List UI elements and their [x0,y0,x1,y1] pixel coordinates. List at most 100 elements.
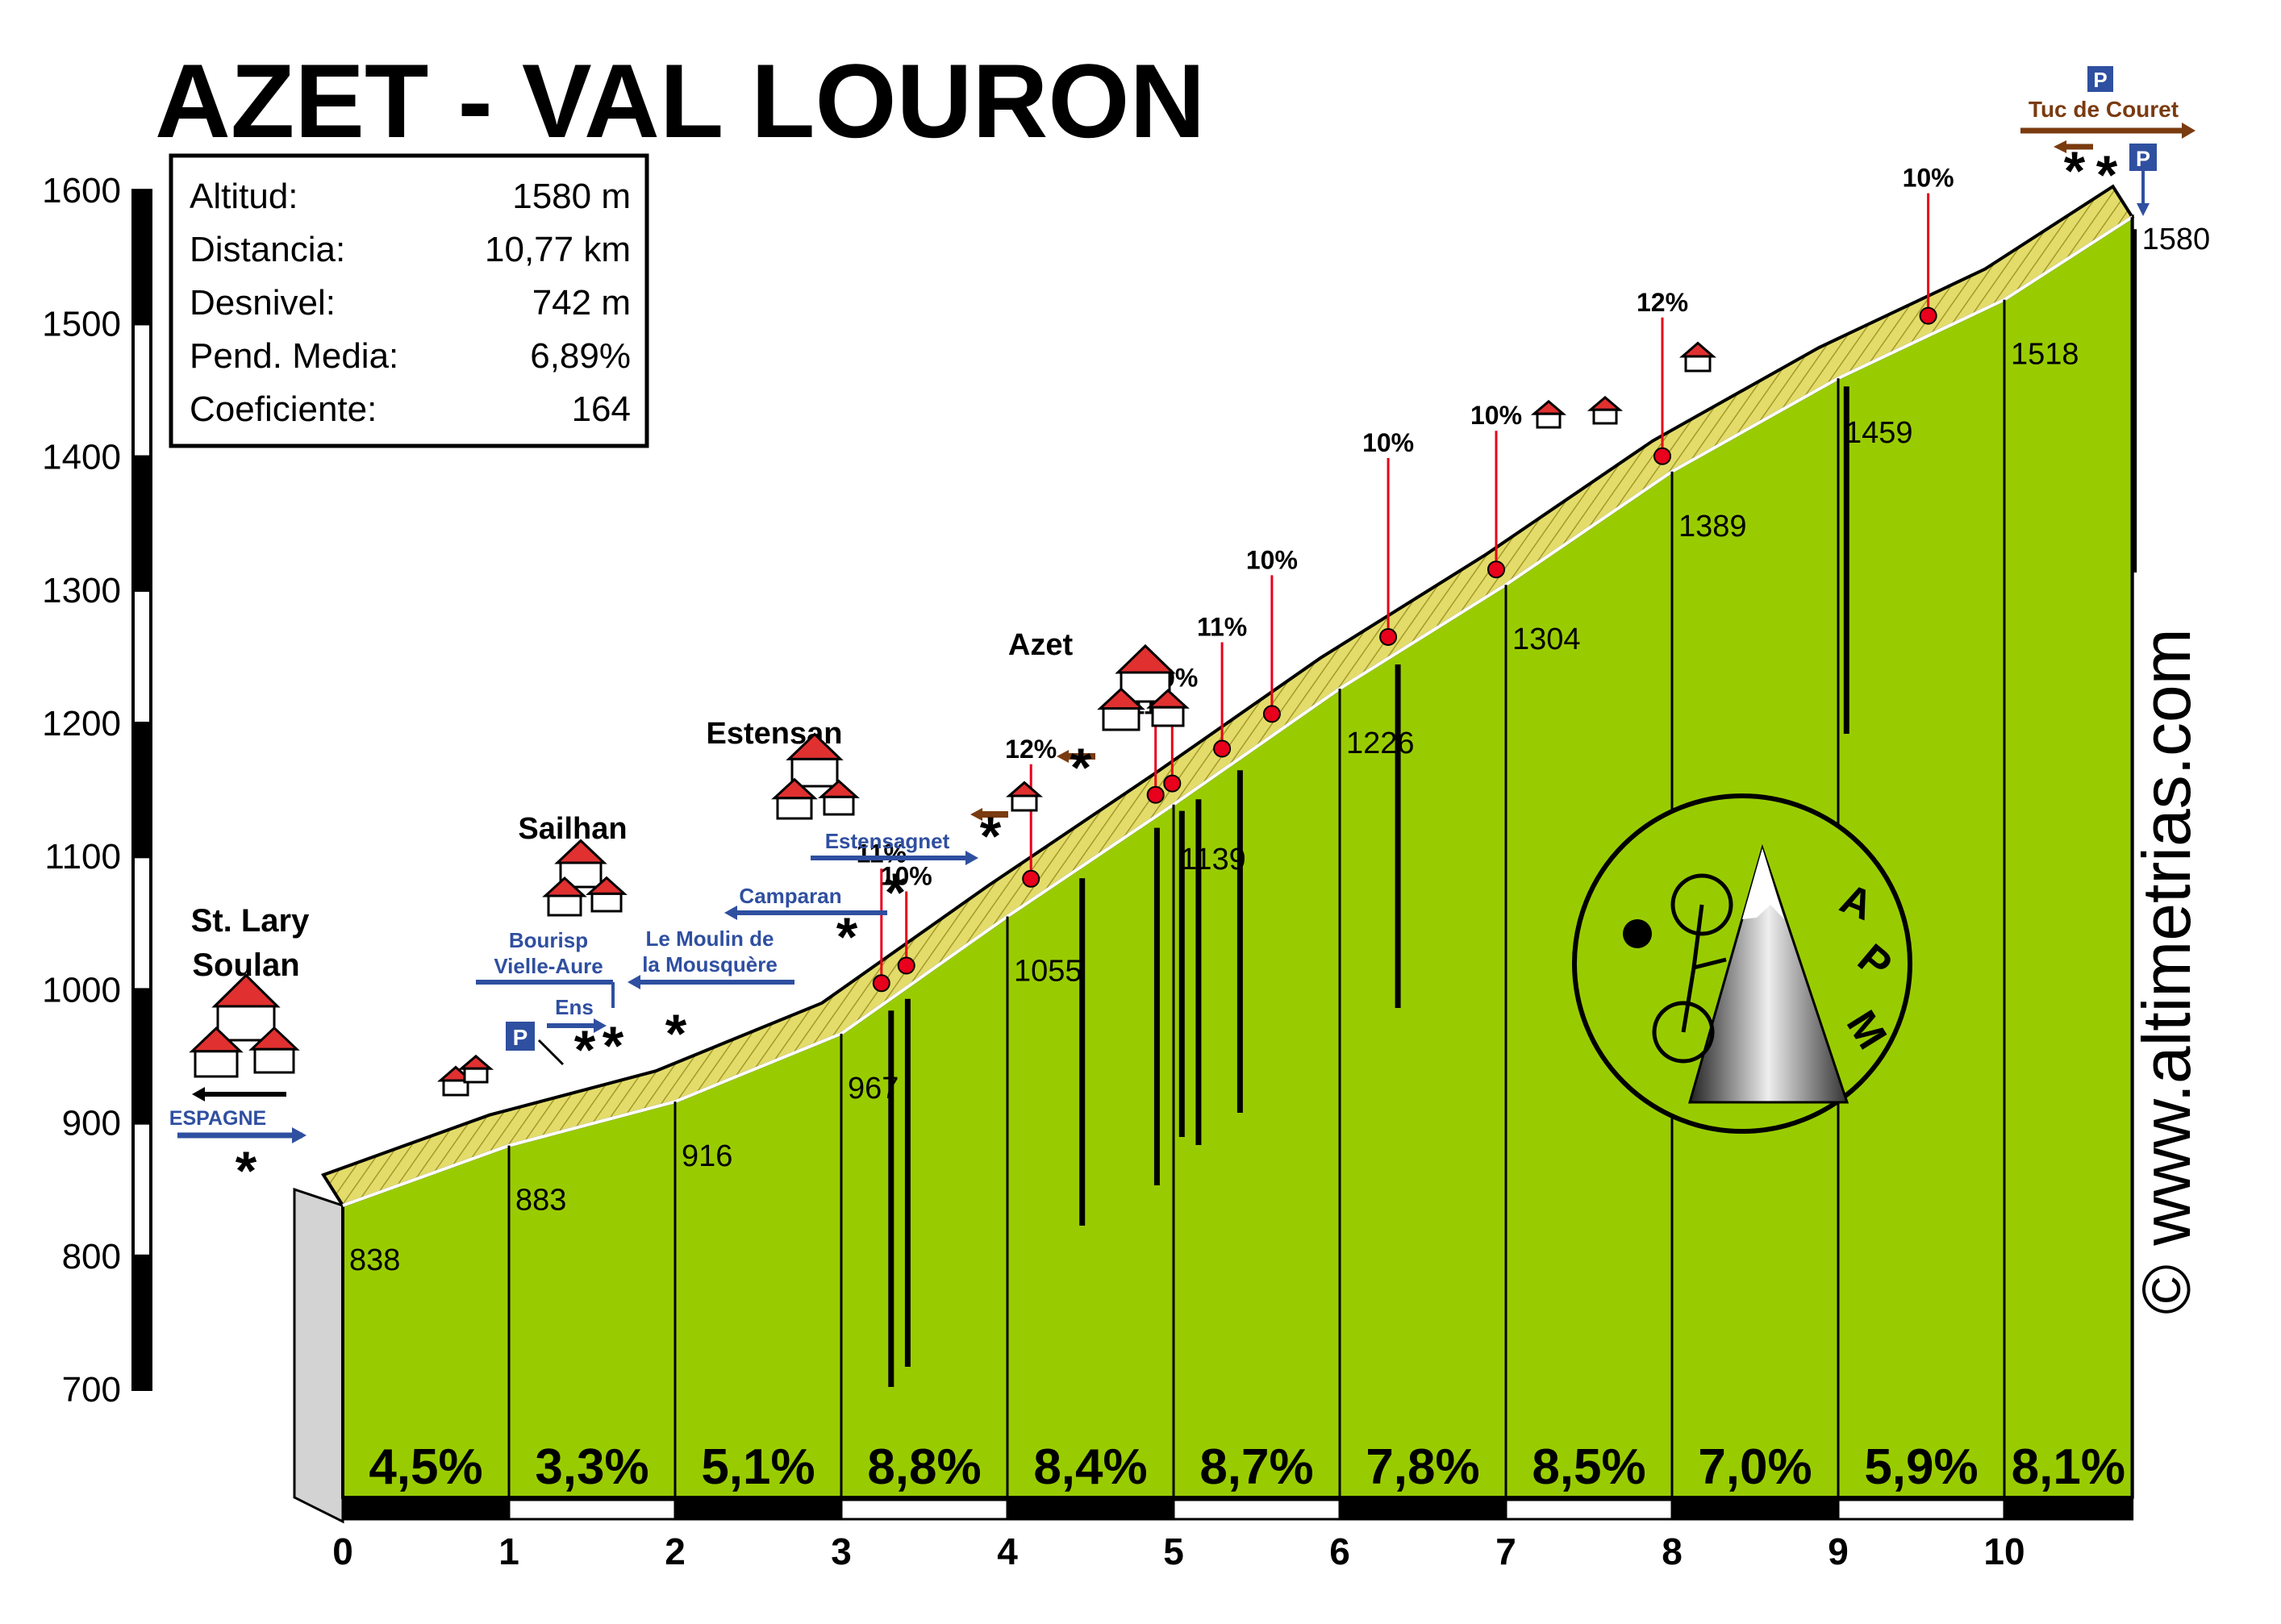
road-signs: ESPAGNE Bourisp Vielle-Aure Ens Le Mouli… [169,66,2196,1143]
sign-camparan: Camparan [724,884,887,920]
house-icon [189,1026,244,1078]
cyclist-icon [1652,873,1733,1064]
house-icon [542,876,587,917]
sign-espagne: ESPAGNE [169,1107,306,1143]
y-axis-segment [131,1121,152,1258]
svg-text:P: P [2136,147,2150,171]
ramp-label: 12% [1637,288,1688,317]
house-icon [1530,399,1567,429]
house-icon [1587,395,1624,425]
ramp-label: 11% [1197,612,1247,641]
house-roof [1678,341,1717,358]
house-wall [590,892,623,913]
stat-label: Altitud: [190,177,298,216]
house-roof [1115,643,1176,674]
ramp-point [897,956,915,975]
mountain-icon [1688,843,1849,1104]
segment-gradient: 3,3% [535,1439,648,1495]
ramp-point [1919,306,1937,325]
profile-body [293,184,2137,1524]
altitude-label: 967 [848,1072,899,1106]
parking-icon: P [506,1022,565,1066]
house-icon [1097,687,1145,731]
y-axis-segment [131,722,152,859]
sign-tuc-de-couret: Tuc de Couret P P [2020,66,2196,216]
y-axis-segment [131,988,152,1125]
stat-value: 164 [572,389,631,429]
y-tick-label: 1200 [42,704,121,743]
house-wall [790,757,839,788]
house-wall [547,894,582,917]
altitude-label: 916 [682,1139,732,1173]
apm-logo: A P M [1572,793,1912,1134]
svg-text:Vielle-Aure: Vielle-Aure [494,954,603,978]
segment-gradient: 7,0% [1698,1439,1812,1495]
y-axis-segment [131,189,152,326]
segment-gradient: 8,4% [1033,1439,1147,1495]
altitude-label: 1518 [2011,338,2079,372]
x-tick-label: 0 [332,1530,353,1572]
svg-text:Ens: Ens [555,995,594,1019]
x-tick-label: 5 [1163,1530,1184,1572]
x-strip-segment [1172,1498,1341,1521]
x-strip-segment [840,1498,1009,1521]
asterisk-marker: * [2096,144,2118,206]
house-icon [586,876,628,913]
svg-text:ESPAGNE: ESPAGNE [169,1107,266,1130]
svg-text:Camparan: Camparan [739,884,841,908]
svg-text:P: P [2093,68,2107,92]
house-icon [1146,689,1190,727]
segment-gradients: 4,5% 3,3% 5,1% 8,8% 8,4% 8,7% 7,8% 8,5% 7,0% 5,9%… [369,1439,2125,1495]
x-tick-label: 9 [1828,1530,1849,1572]
ramp-point [1022,869,1040,888]
x-tick-label: 3 [831,1530,852,1572]
house-icon [211,973,281,1042]
x-tick-labels: 0 1 2 3 4 5 6 7 8 9 10 [332,1530,2025,1572]
asterisk-markers: ** * ****** * [236,140,2118,1201]
ramp-point [872,974,890,993]
y-axis [131,189,152,1392]
stat-label: Desnivel: [190,283,336,323]
sign-bourisp: Bourisp Vielle-Aure [476,928,615,1008]
stat-value: 742 m [532,283,631,323]
stat-value: 1580 m [512,177,631,216]
ramp-point [1379,627,1398,646]
y-axis-segment [131,322,152,459]
segment-gradient: 8,5% [1532,1439,1645,1495]
house-icon [786,732,844,788]
house-wall [1011,794,1038,812]
ramp-point [1163,774,1182,793]
asterisk-marker: * [574,1019,596,1081]
altitude-labels: 838 883 916 967 1055 1139 1226 1304 1389 1459 1518… [349,223,2210,1277]
y-tick-label: 1100 [44,837,121,877]
x-strip-segment [1837,1498,2006,1521]
inner-shadow-bars [888,229,2137,1387]
segment-gradient: 8,7% [1199,1439,1313,1495]
ramp-markers: 10%11%12%11%10%11%10%10%10%12%10% [857,164,1954,993]
svg-text:P: P [513,1025,528,1050]
altitude-label: 1226 [1346,727,1415,760]
stat-label: Coeficiente: [190,389,377,429]
stat-label: Distancia: [190,230,345,269]
ramp-label: 10% [1903,164,1954,193]
road-edge-line [342,215,2133,1207]
y-tick-label: 900 [62,1104,121,1143]
ramp-point [1146,785,1165,804]
ramp-label: 10% [1362,428,1414,457]
x-strip-segment [507,1498,677,1521]
asterisk-marker: * [980,806,1002,867]
profile-side-face [293,1187,344,1524]
house-wall [442,1079,469,1097]
x-tick-label: 4 [997,1530,1018,1572]
house-icon [457,1054,494,1084]
house-wall [823,795,855,816]
stat-value: 10,77 km [485,230,631,269]
house-icon [1678,341,1717,373]
y-tick-label: 1500 [42,304,121,344]
y-tick-label: 700 [62,1370,121,1410]
x-strip-segment [341,1498,511,1521]
ramp-label: 10% [881,861,932,890]
y-axis-segment [131,588,152,725]
place-st-lary: St. Lary [191,903,310,939]
ramp-label: 10% [1470,401,1522,430]
